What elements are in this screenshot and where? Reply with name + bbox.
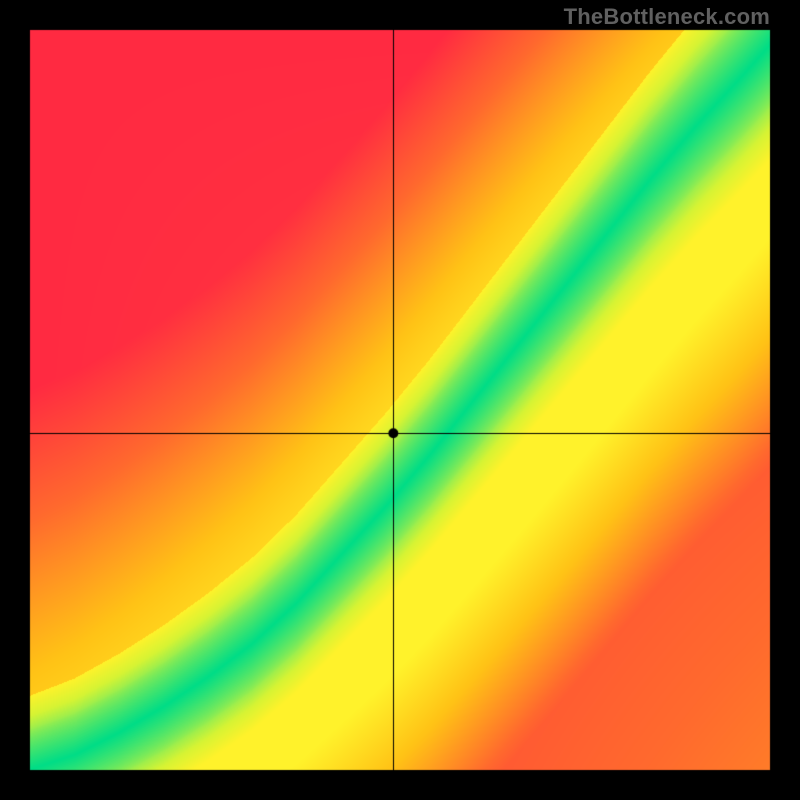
watermark-text: TheBottleneck.com — [564, 4, 770, 30]
heatmap-canvas — [0, 0, 800, 800]
chart-container: TheBottleneck.com — [0, 0, 800, 800]
